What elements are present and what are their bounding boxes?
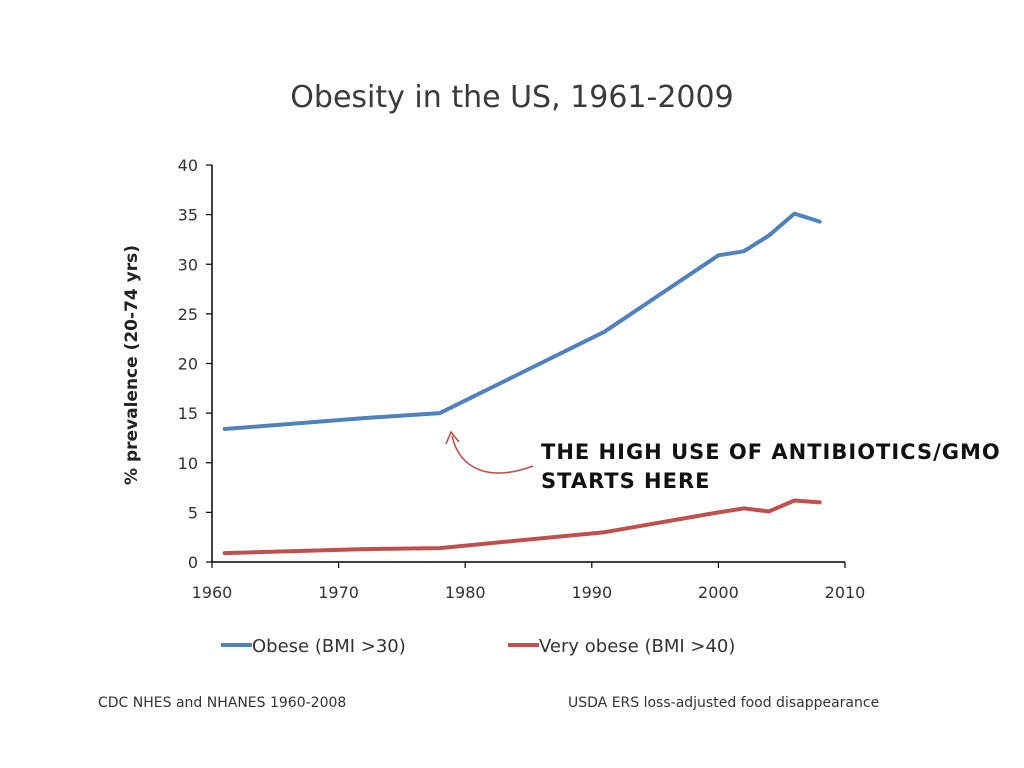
y-tick-label: 30	[178, 255, 198, 274]
annotation-arrow	[451, 435, 534, 474]
annotation-line-2: STARTS HERE	[541, 469, 711, 493]
chart-title: Obesity in the US, 1961-2009	[290, 80, 733, 115]
y-tick-label: 5	[188, 503, 198, 522]
series-line-1	[222, 498, 822, 556]
x-tick-label: 2010	[825, 583, 866, 602]
y-axis-label: % prevalence (20-74 yrs)	[122, 245, 142, 485]
y-tick-label: 0	[188, 553, 198, 572]
series-lines	[222, 211, 822, 556]
annotation: THE HIGH USE OF ANTIBIOTICS/GMO STARTS H…	[445, 430, 1001, 493]
y-tick-label: 10	[178, 454, 198, 473]
y-tick-label: 40	[178, 156, 198, 175]
source-right: USDA ERS loss-adjusted food disappearanc…	[568, 695, 879, 711]
axes: 0 5 10 15 20 25 30 35 40 1960 1970 1980 1990 2000 2010	[178, 156, 866, 602]
y-tick-label: 20	[178, 355, 198, 374]
y-tick-label: 35	[178, 206, 198, 225]
legend-label-obese: Obese (BMI >30)	[252, 636, 406, 657]
y-tick-label: 15	[178, 404, 198, 423]
x-tick-label: 1960	[192, 583, 233, 602]
annotation-line-1: THE HIGH USE OF ANTIBIOTICS/GMO	[541, 440, 1001, 464]
source-left: CDC NHES and NHANES 1960-2008	[98, 695, 346, 711]
x-tick-label: 2000	[698, 583, 739, 602]
annotation-arrowhead	[445, 430, 460, 445]
x-tick-label: 1990	[571, 583, 612, 602]
x-tick-label: 1980	[445, 583, 486, 602]
legend-label-very-obese: Very obese (BMI >40)	[539, 636, 735, 657]
x-tick-label: 1970	[318, 583, 359, 602]
y-tick-label: 25	[178, 305, 198, 324]
legend: Obese (BMI >30) Very obese (BMI >40)	[221, 636, 735, 657]
series-line-0	[222, 211, 822, 431]
